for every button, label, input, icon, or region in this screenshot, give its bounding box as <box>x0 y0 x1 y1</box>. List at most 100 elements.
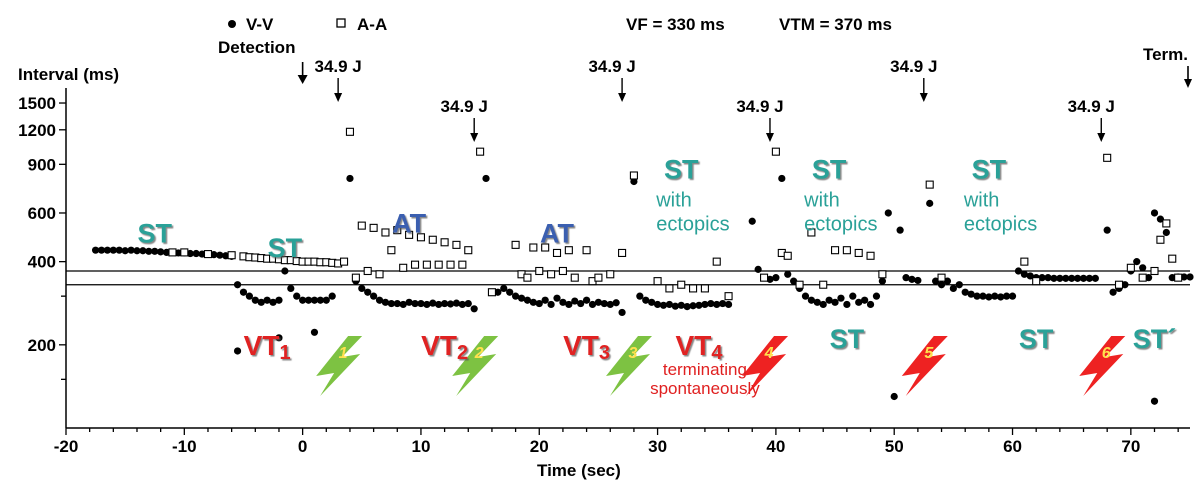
vt-label: VT2 <box>421 330 468 364</box>
shock-energy-label: 34.9 J <box>736 97 783 116</box>
vv-point <box>689 302 697 310</box>
terminating-note: terminating <box>663 360 747 379</box>
vv-point <box>1062 274 1070 282</box>
vv-point <box>381 298 390 306</box>
ectopics-label: with <box>963 189 1000 211</box>
vv-point <box>1168 274 1176 282</box>
vv-point <box>192 249 200 258</box>
vv-point <box>210 251 218 259</box>
legend-aa-label: A-A <box>357 15 387 34</box>
aa-point <box>700 284 709 293</box>
vv-point <box>1026 272 1034 280</box>
vv-point <box>133 247 141 255</box>
aa-point <box>393 226 402 235</box>
vv-point <box>103 246 112 254</box>
vv-point <box>949 284 957 293</box>
vv-point <box>275 334 283 342</box>
x-tick-label: 20 <box>530 437 549 456</box>
vv-point <box>872 292 881 300</box>
vv-point <box>908 275 916 283</box>
term-arrow-head <box>1184 79 1192 88</box>
aa-point <box>878 270 887 279</box>
vv-point <box>653 300 662 309</box>
vv-point <box>393 299 401 308</box>
vv-point <box>517 294 526 302</box>
vv-point <box>458 300 466 309</box>
vv-point <box>1056 274 1064 282</box>
threshold-lines <box>66 270 1190 286</box>
vv-point <box>997 293 1005 301</box>
shock-arrow-head <box>618 93 627 102</box>
vv-point <box>790 277 798 285</box>
aa-point <box>487 288 496 297</box>
shock-bolt-icon <box>606 336 652 396</box>
detection-arrow-head <box>297 75 308 84</box>
ectopics-label: ectopics <box>656 213 729 235</box>
vv-point <box>441 299 449 308</box>
y-axis-label: Interval (ms) <box>18 65 119 84</box>
aa-point <box>1156 235 1165 244</box>
vv-point <box>1068 274 1076 282</box>
vv-point <box>855 298 863 306</box>
vv-point <box>186 249 194 258</box>
vv-point <box>523 296 532 304</box>
vv-point <box>198 250 206 258</box>
x-tick-label: 10 <box>411 437 430 456</box>
vv-point <box>671 302 679 310</box>
vv-point <box>541 296 549 304</box>
vv-point <box>97 246 106 254</box>
vv-point <box>157 248 165 256</box>
vv-point <box>399 300 407 309</box>
aa-point <box>689 284 698 293</box>
vv-point <box>943 277 952 285</box>
shock-bolt-icon <box>901 336 948 396</box>
vv-point <box>547 300 555 309</box>
vv-point <box>222 252 230 260</box>
vv-point <box>878 277 886 285</box>
vv-point <box>435 300 443 309</box>
aa-point <box>452 240 461 249</box>
vv-point <box>500 284 508 293</box>
vf-threshold-label: VF = 330 ms <box>626 15 725 34</box>
aa-point <box>387 246 396 255</box>
rhythm-label: AT <box>392 208 426 238</box>
vv-point <box>316 296 324 304</box>
aa-point <box>399 263 408 272</box>
vv-point <box>1044 274 1052 282</box>
vv-point <box>748 217 756 225</box>
vv-point <box>162 248 171 257</box>
vv-point <box>328 292 336 300</box>
shock-number: 2 <box>474 345 484 362</box>
rhythm-label: ST <box>972 154 1007 184</box>
aa-point <box>363 266 372 276</box>
vv-point <box>245 292 253 300</box>
vv-point <box>695 301 703 309</box>
vv-point <box>896 226 904 234</box>
axes: -20 -10 0 10 20 30 40 50 60 70 200 400 600 900 1200 150… <box>18 88 1190 456</box>
aa-point <box>529 243 538 252</box>
vv-point <box>464 299 472 308</box>
aa-point <box>464 246 473 255</box>
vv-point <box>683 303 691 311</box>
aa-point <box>866 251 875 260</box>
vv-point <box>293 292 301 300</box>
vv-point <box>837 294 845 302</box>
vv-point <box>636 292 644 300</box>
aa-point <box>523 273 532 282</box>
vv-point <box>553 294 561 302</box>
vv-point <box>115 246 123 254</box>
vv-point <box>577 299 585 308</box>
aa-point <box>1020 257 1029 266</box>
aa-point <box>476 147 485 156</box>
aa-point <box>1174 273 1183 282</box>
aa-point <box>783 251 792 260</box>
vv-point <box>1050 274 1058 282</box>
aa-point <box>351 273 360 282</box>
vv-point <box>423 300 431 309</box>
vv-point <box>784 270 792 278</box>
vv-point <box>724 300 733 309</box>
shock-energy-label: 34.9 J <box>441 97 488 116</box>
vv-point <box>1008 292 1017 300</box>
rhythm-label: ST <box>812 154 847 184</box>
aa-point <box>369 223 378 232</box>
